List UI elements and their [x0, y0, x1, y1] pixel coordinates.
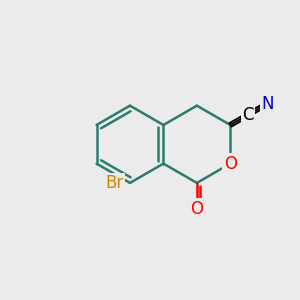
Text: O: O — [190, 200, 203, 218]
Text: C: C — [242, 106, 254, 124]
Text: Br: Br — [105, 174, 123, 192]
Text: O: O — [224, 154, 237, 172]
Text: N: N — [261, 94, 274, 112]
